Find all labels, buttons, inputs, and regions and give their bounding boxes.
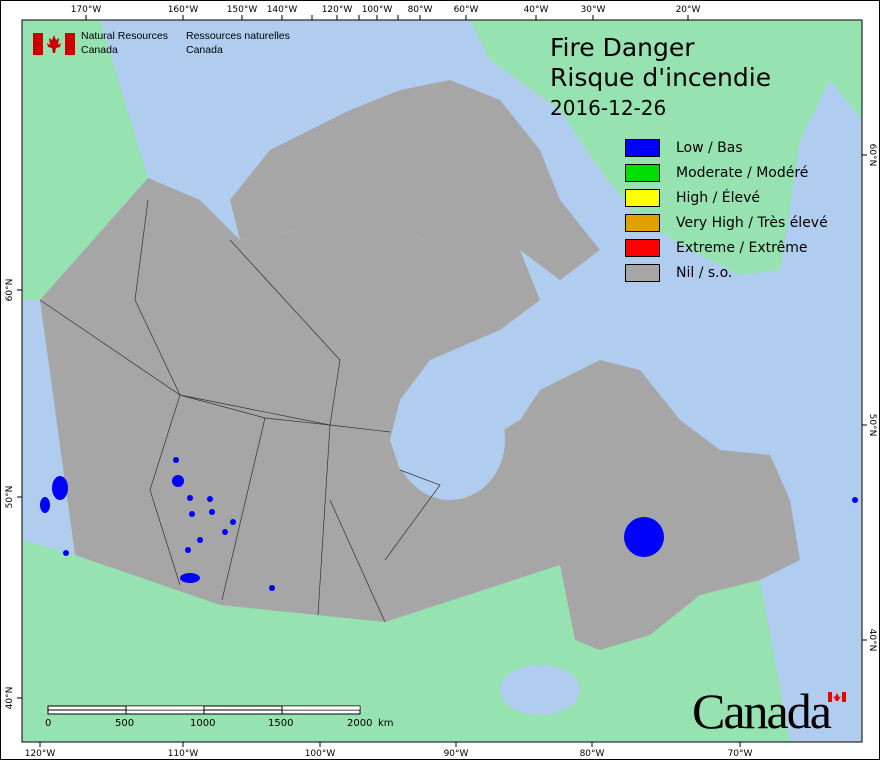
agency-name-fr-line1: Ressources naturelles [186,30,290,42]
low-danger-areas [40,457,858,591]
legend-label: Moderate / Modéré [676,164,809,181]
legend-label: Very High / Très élevé [676,214,828,231]
svg-text:60°N: 60°N [5,279,15,302]
axis-ticks [17,15,867,747]
scale-label-1500: 1500 [268,718,294,729]
map-title-fr: Risque d'incendie [550,63,772,92]
legend-swatch [625,188,660,207]
scale-unit: km [378,718,394,729]
legend-label: High / Élevé [676,189,761,206]
province-borders [39,199,441,623]
svg-text:160°W: 160°W [168,5,199,15]
map-title-en: Fire Danger [550,33,695,62]
agency-name-fr: Ressources naturelles Canada [186,29,290,57]
scale-label-2000: 2000 [347,718,373,729]
svg-text:50°N: 50°N [867,414,877,437]
svg-text:140°W: 140°W [267,5,298,15]
svg-text:120°W: 120°W [322,5,353,15]
svg-text:90°W: 90°W [444,749,469,759]
alaska [22,20,148,300]
scale-bar [47,705,361,715]
legend-item-very-high: Very High / Très élevé [625,210,828,235]
great-lakes [500,665,580,715]
legend-swatch [625,213,660,232]
svg-text:30°W: 30°W [581,5,606,15]
legend-swatch [625,163,660,182]
legend-item-nil: Nil / s.o. [625,260,828,285]
top-axis-labels: 170°W 160°W 150°W 140°W 120°W 100°W 80°W… [71,5,701,15]
map-date: 2016-12-26 [550,96,667,120]
svg-text:40°N: 40°N [867,629,877,652]
svg-text:40°W: 40°W [524,5,549,15]
legend-item-moderate: Moderate / Modéré [625,160,828,185]
svg-text:60°N: 60°N [867,144,877,167]
legend-label: Extreme / Extrême [676,239,808,256]
canada-wordmark: Canada [692,683,832,739]
canada [40,178,800,650]
arctic-islands [230,80,600,280]
united-states [22,540,790,742]
legend-swatch [625,263,660,282]
svg-text:50°N: 50°N [5,486,15,509]
bottom-axis-labels: 120°W 110°W 100°W 90°W 80°W 70°W [25,749,753,759]
svg-text:150°W: 150°W [227,5,258,15]
right-axis-labels: 60°N 50°N 40°N [867,144,877,652]
svg-text:80°W: 80°W [408,5,433,15]
svg-text:40°N: 40°N [5,687,15,710]
scale-label-0: 0 [45,718,52,729]
legend-item-low: Low / Bas [625,135,828,160]
scale-label-500: 500 [115,718,135,729]
svg-text:110°W: 110°W [168,749,199,759]
svg-text:70°W: 70°W [728,749,753,759]
agency-name-en: Natural Resources Canada [81,29,168,57]
svg-text:170°W: 170°W [71,5,102,15]
legend-swatch [625,238,660,257]
svg-text:100°W: 100°W [305,749,336,759]
left-axis-labels: 60°N 50°N 40°N [5,279,15,710]
svg-text:120°W: 120°W [25,749,56,759]
legend-label: Nil / s.o. [676,264,733,281]
legend-item-high: High / Élevé [625,185,828,210]
legend-swatch [625,138,660,157]
greenland [470,20,862,275]
wordmark-flag-icon [828,692,846,702]
scale-label-1000: 1000 [190,718,216,729]
legend-item-extreme: Extreme / Extrême [625,235,828,260]
hudson-bay [395,380,505,500]
agency-name-fr-line2: Canada [186,44,223,56]
legend-label: Low / Bas [676,139,743,156]
svg-text:20°W: 20°W [676,5,701,15]
agency-name-en-line2: Canada [81,44,118,56]
canada-flag-icon [33,33,75,55]
agency-name-en-line1: Natural Resources [81,30,168,42]
legend: Low / Bas Moderate / Modéré High / Élevé… [625,135,828,285]
svg-text:100°W: 100°W [362,5,393,15]
svg-text:80°W: 80°W [580,749,605,759]
svg-text:60°W: 60°W [454,5,479,15]
